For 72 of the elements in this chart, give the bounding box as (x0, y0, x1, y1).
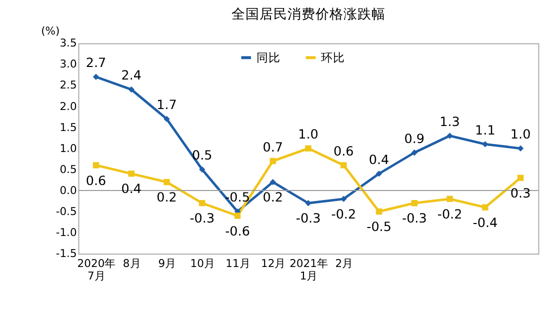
x-tick-label: 9月 (158, 256, 176, 270)
point (199, 200, 206, 206)
x-tick-label: 2021年 1月 (290, 256, 328, 283)
data-label: 0.4 (121, 181, 142, 196)
y-tick-label: -1.0 (56, 226, 77, 239)
data-label: -0.3 (190, 210, 215, 226)
data-label: 0.3 (510, 185, 531, 200)
point (482, 204, 488, 210)
data-label: 1.0 (298, 126, 318, 142)
point (92, 162, 100, 168)
legend-label: 同比 (256, 50, 280, 65)
x-tick-label: 11月 (226, 256, 250, 270)
y-axis-title: (%) (41, 24, 60, 38)
x-tick-label: 2020年 7月 (77, 256, 116, 283)
x-tick-label: 8月 (122, 256, 141, 270)
y-tick-label: 3.0 (60, 58, 77, 71)
data-label: 1.7 (156, 97, 177, 112)
data-label: 1.3 (440, 114, 460, 130)
data-label: -0.4 (472, 214, 498, 230)
data-label: -0.2 (331, 206, 356, 222)
data-label: 0.6 (334, 143, 354, 158)
data-label: 2.4 (121, 68, 142, 83)
point (517, 145, 524, 152)
data-label: 1.0 (510, 126, 531, 142)
data-label: 0.5 (192, 148, 212, 163)
point (446, 132, 453, 139)
point (234, 212, 241, 219)
data-label: -0.5 (366, 219, 392, 234)
point (376, 208, 382, 215)
data-label: 0.2 (156, 190, 177, 205)
point (376, 170, 382, 177)
y-tick-label: 1.0 (60, 142, 77, 155)
data-label: -0.5 (225, 190, 250, 205)
point (517, 174, 524, 181)
point (340, 196, 347, 202)
x-tick-label: 2月 (335, 256, 354, 270)
data-label: -0.2 (437, 206, 462, 222)
data-label: 0.6 (86, 172, 106, 188)
point (164, 116, 170, 122)
data-label: -0.3 (296, 210, 321, 226)
y-tick-label: 2.0 (60, 100, 77, 113)
y-tick-label: 0.0 (60, 184, 77, 197)
point (199, 166, 206, 173)
point (411, 150, 418, 156)
data-label: 0.4 (368, 152, 390, 167)
x-tick-label: 12月 (261, 256, 286, 270)
y-tick-label: 3.5 (60, 36, 77, 50)
data-label: 1.1 (475, 122, 496, 138)
point (270, 178, 276, 186)
y-tick-label: -1.5 (56, 247, 77, 260)
point (128, 170, 134, 177)
point (164, 178, 170, 186)
y-tick-label: 1.5 (60, 120, 77, 134)
data-label: 0.9 (404, 130, 425, 146)
chart-title: 全国居民消费价格涨跌幅 (231, 6, 386, 23)
y-tick-label: 2.5 (60, 78, 77, 92)
data-label: -0.3 (402, 210, 427, 226)
point (270, 158, 276, 164)
data-label: 2.7 (86, 55, 106, 70)
point (128, 86, 134, 93)
y-tick-label: 0.5 (60, 162, 77, 176)
legend-label: 环比 (320, 50, 345, 65)
point (92, 74, 100, 80)
x-tick-label: 10月 (190, 256, 215, 270)
data-label: 0.7 (262, 139, 283, 154)
point (340, 162, 347, 168)
point (411, 200, 418, 206)
point (446, 196, 453, 202)
data-label: 0.2 (262, 190, 283, 205)
data-label: -0.6 (225, 223, 250, 238)
y-tick-label: -0.5 (56, 204, 77, 218)
point (305, 145, 312, 152)
